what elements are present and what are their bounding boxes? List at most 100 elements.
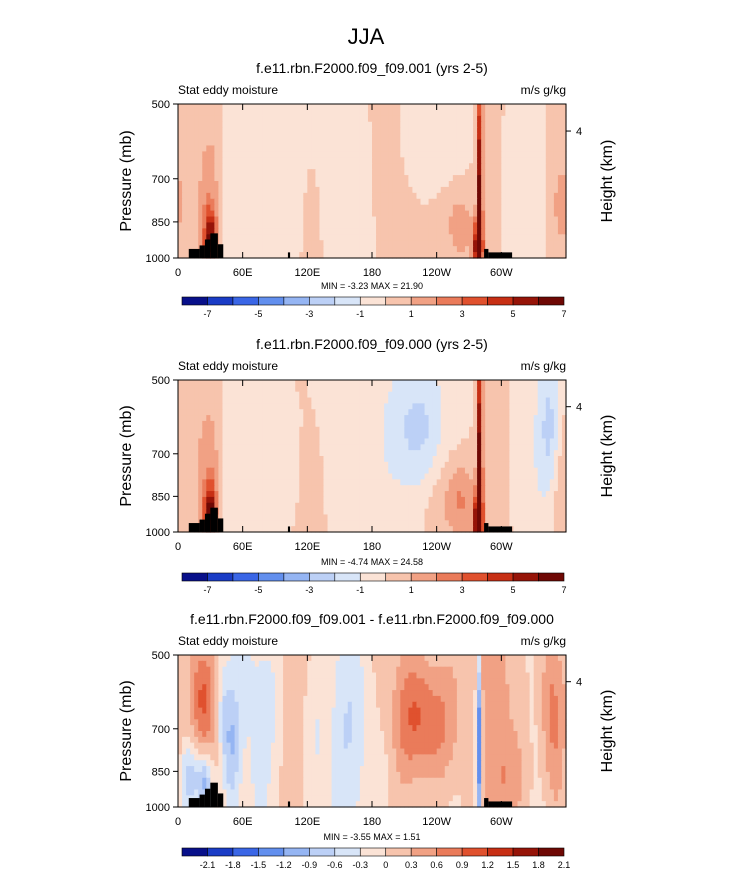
heatmap-cell bbox=[299, 210, 304, 218]
heatmap-cell bbox=[557, 508, 563, 516]
heatmap-cell bbox=[283, 109, 288, 117]
heatmap-cell bbox=[226, 246, 232, 253]
heatmap-cell bbox=[299, 181, 304, 188]
heatmap-cell bbox=[210, 175, 215, 182]
heatmap-cell bbox=[339, 240, 345, 247]
heatmap-cell bbox=[460, 192, 466, 200]
heatmap-cell bbox=[469, 198, 474, 206]
heatmap-cell bbox=[497, 461, 502, 469]
heatmap-cell bbox=[206, 204, 211, 212]
heatmap-cell bbox=[367, 104, 373, 111]
heatmap-cell bbox=[493, 426, 498, 434]
heatmap-cell bbox=[505, 169, 511, 176]
heatmap-cell bbox=[485, 234, 490, 241]
heatmap-cell bbox=[529, 409, 535, 416]
heatmap-cell bbox=[525, 491, 531, 498]
heatmap-cell bbox=[206, 210, 211, 218]
heatmap-cell bbox=[194, 234, 199, 241]
heatmap-cell bbox=[481, 216, 486, 224]
heatmap-cell bbox=[392, 403, 397, 410]
heatmap-cell bbox=[206, 461, 211, 469]
heatmap-cell bbox=[323, 240, 329, 247]
heatmap-cell bbox=[529, 461, 535, 469]
heatmap-cell bbox=[545, 216, 551, 224]
heatmap-cell bbox=[295, 456, 300, 463]
heatmap-cell bbox=[190, 145, 195, 152]
heatmap-cell bbox=[262, 175, 268, 182]
heatmap-cell bbox=[319, 409, 325, 416]
heatmap-cell bbox=[477, 210, 482, 218]
heatmap-cell bbox=[412, 397, 418, 404]
heatmap-cell bbox=[222, 246, 228, 253]
heatmap-cell bbox=[376, 479, 381, 486]
heatmap-cell bbox=[198, 397, 203, 404]
heatmap-cell bbox=[331, 169, 337, 176]
heatmap-cell bbox=[452, 157, 458, 164]
heatmap-cell bbox=[367, 502, 373, 510]
heatmap-cell bbox=[230, 473, 236, 480]
heatmap-cell bbox=[291, 444, 296, 451]
heatmap-cell bbox=[545, 403, 551, 410]
heatmap-cell bbox=[194, 432, 199, 440]
heatmap-cell bbox=[545, 175, 551, 182]
heatmap-cell bbox=[452, 151, 458, 158]
heatmap-cell bbox=[242, 385, 248, 393]
heatmap-cell bbox=[477, 403, 482, 410]
heatmap-cell bbox=[456, 121, 462, 129]
heatmap-cell bbox=[529, 186, 535, 194]
heatmap-cell bbox=[270, 420, 276, 428]
heatmap-cell bbox=[408, 473, 414, 480]
heatmap-cell bbox=[469, 210, 474, 218]
heatmap-cell bbox=[396, 186, 401, 194]
heatmap-cell bbox=[436, 127, 442, 135]
heatmap-cell bbox=[400, 502, 405, 510]
heatmap-cell bbox=[533, 432, 539, 440]
heatmap-cell bbox=[448, 169, 454, 176]
heatmap-cell bbox=[485, 151, 490, 158]
heatmap-cell bbox=[481, 403, 486, 410]
heatmap-cell bbox=[202, 234, 207, 241]
heatmap-cell bbox=[182, 479, 187, 486]
heatmap-cell bbox=[477, 444, 482, 451]
heatmap-cell bbox=[295, 151, 300, 158]
heatmap-cell bbox=[432, 169, 438, 176]
heatmap-cell bbox=[238, 127, 244, 135]
heatmap-cell bbox=[351, 461, 357, 469]
heatmap-cell bbox=[428, 252, 434, 259]
heatmap-cell bbox=[331, 473, 337, 480]
heatmap-cell bbox=[295, 222, 300, 229]
heatmap-cell bbox=[258, 175, 264, 182]
heatmap-cell bbox=[214, 127, 220, 135]
heatmap-cell bbox=[501, 502, 506, 510]
heatmap-cell bbox=[242, 246, 248, 253]
heatmap-cell bbox=[533, 385, 539, 393]
heatmap-cell bbox=[497, 151, 502, 158]
heatmap-cell bbox=[347, 133, 353, 141]
heatmap-cell bbox=[206, 420, 211, 428]
heatmap-cell bbox=[529, 204, 535, 212]
heatmap-cell bbox=[432, 163, 438, 170]
heatmap-cell bbox=[521, 409, 527, 416]
heatmap-cell bbox=[210, 151, 215, 158]
heatmap-cell bbox=[226, 186, 232, 194]
heatmap-cell bbox=[372, 391, 377, 399]
heatmap-cell bbox=[424, 409, 430, 416]
heatmap-cell bbox=[214, 473, 220, 480]
heatmap-cell bbox=[561, 403, 567, 410]
heatmap-cell bbox=[452, 234, 458, 241]
heatmap-cell bbox=[505, 508, 511, 516]
heatmap-cell bbox=[270, 198, 276, 206]
heatmap-cell bbox=[545, 391, 551, 399]
heatmap-cell bbox=[283, 403, 288, 410]
heatmap-cell bbox=[372, 514, 377, 521]
heatmap-cell bbox=[456, 450, 462, 457]
heatmap-cell bbox=[404, 456, 409, 463]
heatmap-cell bbox=[351, 403, 357, 410]
heatmap-cell bbox=[275, 246, 280, 253]
heatmap-cell bbox=[283, 426, 288, 434]
heatmap-cell bbox=[307, 181, 312, 188]
heatmap-cell bbox=[561, 210, 567, 218]
heatmap-cell bbox=[307, 432, 312, 440]
heatmap-cell bbox=[517, 109, 523, 117]
heatmap-cell bbox=[521, 133, 527, 141]
